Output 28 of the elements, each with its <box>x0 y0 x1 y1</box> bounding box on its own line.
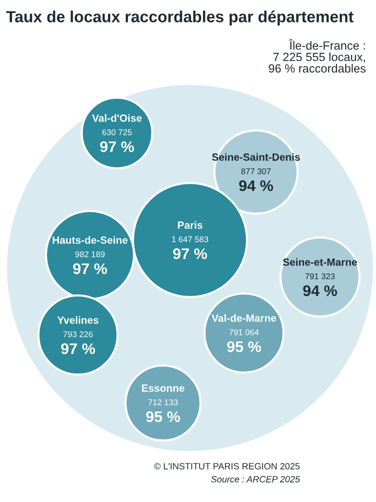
data-label: 97 % <box>100 141 134 152</box>
data-label: 95 % <box>227 341 262 352</box>
data-label: 1 647 583 <box>172 236 208 242</box>
data-label: 712 133 <box>148 399 178 406</box>
text: Taux de locaux raccordables par département <box>6 10 354 26</box>
text: © L'INSTITUT PARIS REGION 2025 <box>154 463 300 470</box>
category-label: Paris <box>178 221 202 229</box>
data-label: 630 725 <box>102 129 132 136</box>
data-label: 791 064 <box>229 329 259 336</box>
data-label: 97 % <box>73 263 108 274</box>
data-label: 877 307 <box>241 168 271 174</box>
category-label: Hauts-de-Seine <box>52 236 128 244</box>
category-label: Val-de-Marne <box>212 314 276 322</box>
category-label: Seine-et-Marne <box>282 258 357 266</box>
category-label: Val-d'Oise <box>92 114 142 122</box>
data-label: 982 189 <box>75 251 105 258</box>
data-label: 793 226 <box>63 331 93 338</box>
data-label: 94 % <box>303 285 338 296</box>
data-label: 97 % <box>61 343 96 354</box>
text: Île-de-France : 7 225 555 locaux, 96 % raccordables <box>268 39 366 73</box>
category-label: Seine-Saint-Denis <box>212 153 300 161</box>
category-label: Essonne <box>142 384 184 392</box>
data-label: 95 % <box>146 411 180 422</box>
category-label: Yvelines <box>57 316 98 324</box>
data-label: 94 % <box>239 180 274 192</box>
data-label: 791 323 <box>305 273 335 280</box>
data-label: 97 % <box>173 248 208 260</box>
source-note: Source : ARCEP 2025 <box>211 476 300 482</box>
